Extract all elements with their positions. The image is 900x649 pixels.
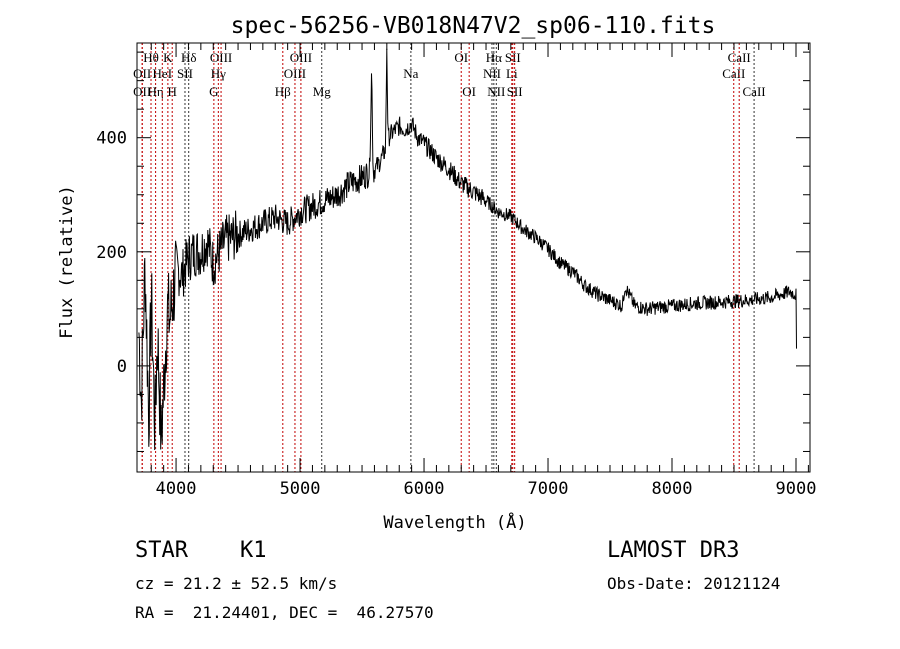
coordinates-text: RA = 21.24401, DEC = 46.27570 [135,603,434,622]
x-tick-label: 6000 [404,479,445,499]
spectral-line-label: OIII [210,50,232,65]
x-tick-label: 8000 [652,479,693,499]
spectral-line-label: CaII [743,84,766,99]
spectral-line-label: OII [133,66,151,81]
y-tick-label: 200 [96,243,127,263]
spectral-line-label: H [168,84,177,99]
spectral-line-label: HeI [153,66,173,81]
spectral-line-label: SII [507,84,523,99]
spectral-line-label: SII [177,66,193,81]
spectral-line-label: OII [133,84,151,99]
y-axis-label: Flux (relative) [57,185,77,339]
x-tick-label: 4000 [156,479,197,499]
spectral-line-label: SII [505,50,521,65]
object-class: STAR [135,538,188,563]
spectral-line-label: Mg [313,84,332,99]
spectral-line-label: Li [506,66,518,81]
y-tick-label: 0 [117,357,127,377]
spectral-line-label: Na [403,66,418,81]
spectral-line-label: Hβ [275,84,291,99]
spectral-line-label: OI [454,50,468,65]
spectral-line-label: OI [462,84,476,99]
chart-title: spec-56256-VB018N47V2_sp06-110.fits [231,13,716,39]
plot-frame [136,42,811,473]
spectral-line-label: Hγ [211,66,226,81]
flux-series-line [138,48,797,451]
spectral-line-label: G [209,84,218,99]
y-tick-label: 400 [96,129,127,149]
x-tick-label: 7000 [528,479,569,499]
obs-date: Obs-Date: 20121124 [607,574,781,593]
spectral-line-label: Hα [486,50,502,65]
spectral-line-label: CaII [728,50,751,65]
x-axis-label: Wavelength (Å) [383,511,526,533]
spectral-line-label: NII [487,84,505,99]
survey-name: LAMOST DR3 [607,538,740,563]
spectral-line-label: OIII [290,50,312,65]
spectral-line-label: Hη [148,84,164,99]
spectral-line-label: NII [483,66,501,81]
x-tick-label: 9000 [776,479,817,499]
spectral-line-label: CaII [722,66,745,81]
x-tick-label: 5000 [280,479,321,499]
spectral-line-label: Hδ [181,50,197,65]
redshift-text: cz = 21.2 ± 52.5 km/s [135,574,338,593]
spectral-line-label: OIII [284,66,306,81]
spectral-line-label: Hθ [143,50,159,65]
spectral-line-label: K [163,50,173,65]
object-subclass: K1 [240,538,267,563]
